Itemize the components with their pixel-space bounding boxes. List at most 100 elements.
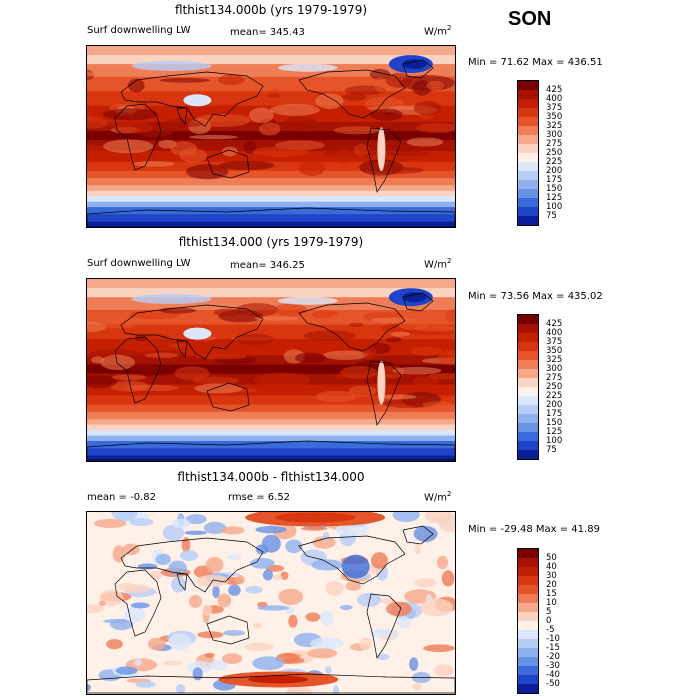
colorbar-tick-label: 30 xyxy=(546,571,557,581)
colorbar-swatch xyxy=(518,684,538,693)
colorbar-tick-label: 400 xyxy=(546,94,563,104)
colorbar-swatch xyxy=(518,576,538,585)
colorbar-swatch xyxy=(518,99,538,108)
colorbar-tick-label: 400 xyxy=(546,328,563,338)
colorbar-tick-label: 75 xyxy=(546,445,557,455)
colorbar-tick-label: 175 xyxy=(546,175,563,185)
colorbar-swatch xyxy=(518,144,538,153)
colorbar-tick-label: 350 xyxy=(546,346,563,356)
colorbar-tick-label: 250 xyxy=(546,382,563,392)
panel-1-title: flthist134.000b (yrs 1979-1979) xyxy=(174,3,368,17)
panel-1-colorbar xyxy=(517,80,539,226)
colorbar-swatch xyxy=(518,648,538,657)
colorbar-swatch xyxy=(518,135,538,144)
colorbar-swatch xyxy=(518,126,538,135)
panel-1-variable-label: Surf downwelling LW xyxy=(87,25,191,36)
colorbar-tick-label: 5 xyxy=(546,607,552,617)
colorbar-swatch xyxy=(518,558,538,567)
colorbar-tick-label: 75 xyxy=(546,211,557,221)
colorbar-swatch xyxy=(518,117,538,126)
colorbar-swatch xyxy=(518,630,538,639)
colorbar-tick-label: 375 xyxy=(546,103,563,113)
panel-3-map xyxy=(86,511,456,695)
colorbar-tick-label: 10 xyxy=(546,598,557,608)
colorbar-swatch xyxy=(518,441,538,450)
panel-3-mean-label: mean = -0.82 xyxy=(87,492,156,503)
panel-1-map xyxy=(86,45,456,228)
colorbar-swatch xyxy=(518,108,538,117)
colorbar-swatch xyxy=(518,450,538,459)
colorbar-swatch xyxy=(518,369,538,378)
panel-3-colorbar-labels: 50 40 30 20 15 10 5 0 -5 -10 -15 -20 -30 -40 -50 xyxy=(546,548,586,694)
colorbar-swatch xyxy=(518,333,538,342)
colorbar-swatch xyxy=(518,594,538,603)
colorbar-swatch xyxy=(518,198,538,207)
panel-3-map-svg xyxy=(87,512,455,694)
colorbar-swatch xyxy=(518,315,538,324)
colorbar-swatch xyxy=(518,396,538,405)
colorbar-tick-label: 225 xyxy=(546,391,563,401)
colorbar-swatch xyxy=(518,324,538,333)
colorbar-swatch xyxy=(518,612,538,621)
colorbar-swatch xyxy=(518,549,538,558)
colorbar-swatch xyxy=(518,621,538,630)
colorbar-swatch xyxy=(518,414,538,423)
colorbar-tick-label: 125 xyxy=(546,193,563,203)
colorbar-swatch xyxy=(518,162,538,171)
panel-3-title: flthist134.000b - flthist134.000 xyxy=(177,470,365,484)
panel-2-mean-label: mean= 346.25 xyxy=(230,260,305,271)
colorbar-swatch xyxy=(518,639,538,648)
colorbar-tick-label: 250 xyxy=(546,148,563,158)
colorbar-tick-label: 100 xyxy=(546,202,563,212)
colorbar-tick-label: -10 xyxy=(546,634,560,644)
panel-3-minmax: Min = -29.48 Max = 41.89 xyxy=(468,524,600,535)
panel-2-map xyxy=(86,278,456,462)
colorbar-tick-label: 150 xyxy=(546,184,563,194)
colorbar-tick-label: 350 xyxy=(546,112,563,122)
colorbar-tick-label: 425 xyxy=(546,319,563,329)
colorbar-swatch xyxy=(518,423,538,432)
colorbar-swatch xyxy=(518,405,538,414)
colorbar-swatch xyxy=(518,207,538,216)
colorbar-tick-label: 150 xyxy=(546,418,563,428)
colorbar-tick-label: 40 xyxy=(546,562,557,572)
colorbar-tick-label: 100 xyxy=(546,436,563,446)
panel-1-mean-label: mean= 345.43 xyxy=(230,27,305,38)
colorbar-swatch xyxy=(518,351,538,360)
colorbar-tick-label: -20 xyxy=(546,652,560,662)
colorbar-tick-label: 200 xyxy=(546,400,563,410)
panel-2-units: W/m2 xyxy=(424,257,452,271)
panel-1-units: W/m2 xyxy=(424,24,452,38)
colorbar-swatch xyxy=(518,90,538,99)
panel-2-colorbar-labels: 425 400 375 350 325 300 275 250 225 200 175 150 125 1… xyxy=(546,314,586,460)
colorbar-swatch xyxy=(518,153,538,162)
colorbar-tick-label: 20 xyxy=(546,580,557,590)
panel-1-minmax: Min = 71.62 Max = 436.51 xyxy=(468,57,603,68)
colorbar-tick-label: -40 xyxy=(546,670,560,680)
panel-2-variable-label: Surf downwelling LW xyxy=(87,258,191,269)
panel-3-rmse-label: rmse = 6.52 xyxy=(228,492,291,503)
colorbar-tick-label: 50 xyxy=(546,553,557,563)
colorbar-tick-label: 175 xyxy=(546,409,563,419)
colorbar-swatch xyxy=(518,378,538,387)
colorbar-swatch xyxy=(518,603,538,612)
colorbar-swatch xyxy=(518,360,538,369)
colorbar-swatch xyxy=(518,657,538,666)
panel-2-colorbar xyxy=(517,314,539,460)
colorbar-swatch xyxy=(518,180,538,189)
colorbar-tick-label: -30 xyxy=(546,661,560,671)
colorbar-tick-label: 275 xyxy=(546,139,563,149)
colorbar-tick-label: 125 xyxy=(546,427,563,437)
colorbar-tick-label: -50 xyxy=(546,679,560,689)
colorbar-tick-label: 300 xyxy=(546,130,563,140)
panel-3-units: W/m2 xyxy=(424,490,452,504)
colorbar-swatch xyxy=(518,675,538,684)
season-label: SON xyxy=(508,8,552,30)
colorbar-tick-label: 0 xyxy=(546,616,552,626)
colorbar-tick-label: 375 xyxy=(546,337,563,347)
colorbar-tick-label: 225 xyxy=(546,157,563,167)
colorbar-swatch xyxy=(518,387,538,396)
colorbar-swatch xyxy=(518,342,538,351)
panel-2-minmax: Min = 73.56 Max = 435.02 xyxy=(468,291,603,302)
colorbar-tick-label: 15 xyxy=(546,589,557,599)
